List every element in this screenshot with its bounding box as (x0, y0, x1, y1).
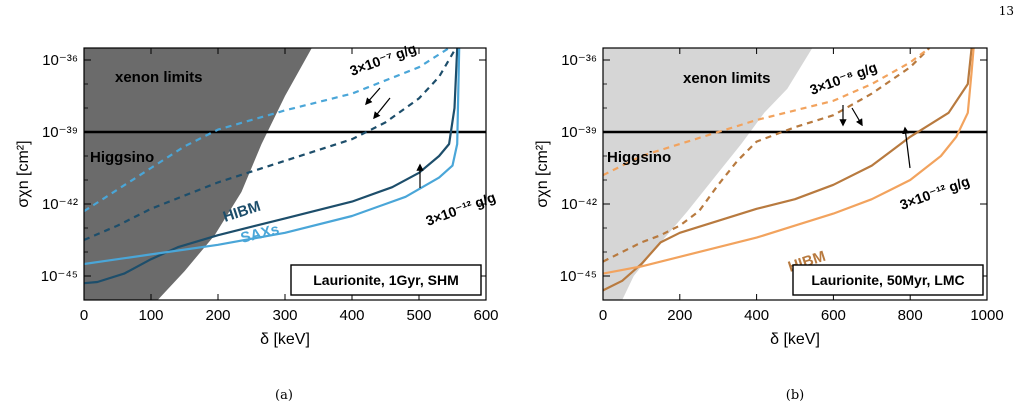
concentration-annotation-top: 3×10⁻⁸ g/g (808, 59, 880, 98)
series-line-3 (84, 48, 450, 213)
x-tick-label: 400 (339, 307, 364, 324)
chart-panel-b: 0 200 400 600 800 1000 10⁻⁴⁵ 10⁻⁴² 10⁻³⁹ 10⁻³⁶ δ [… (534, 47, 1004, 348)
x-tick-label: 600 (473, 307, 498, 324)
annotation-arrow-top-1 (365, 87, 381, 106)
series-line-0 (603, 48, 973, 292)
higgsino-label: Higgsino (607, 149, 671, 166)
x-axis-label: δ [keV] (770, 331, 820, 348)
x-tick-label: 100 (138, 307, 163, 324)
concentration-annotation-top: 3×10⁻⁷ g/g (348, 40, 419, 79)
x-tick-label: 200 (667, 307, 692, 324)
x-tick-label: 0 (80, 307, 88, 324)
y-tick-label: 10⁻³⁶ (42, 52, 78, 69)
x-tick-label: 0 (599, 307, 607, 324)
series-line-2 (84, 48, 457, 242)
info-box (290, 264, 482, 296)
page-number: 13 (998, 4, 1014, 18)
plot-area (84, 48, 486, 300)
x-tick-label: 400 (744, 307, 769, 324)
caption-a: (a) (275, 388, 293, 403)
info-box-label: Laurionite, 1Gyr, SHM (313, 272, 458, 288)
y-axis-label: σχn [cm²] (15, 140, 32, 207)
x-tick-label: 1000 (970, 307, 1003, 324)
saxs-label: SAXs (239, 221, 281, 247)
x-axis-label: δ [keV] (260, 331, 310, 348)
y-tick-label: 10⁻⁴² (561, 196, 597, 213)
annotation-arrow-top-2 (373, 97, 391, 120)
series-line-1 (603, 48, 975, 275)
higgsino-label: Higgsino (90, 149, 154, 166)
xenon-limits-label: xenon limits (683, 70, 771, 87)
info-box (792, 264, 984, 296)
y-tick-label: 10⁻⁴⁵ (560, 268, 597, 285)
annotation-arrow-bottom (902, 126, 911, 169)
x-tick-label: 600 (821, 307, 846, 324)
annotation-arrow-top-2 (851, 107, 863, 127)
xenon-limits-label: xenon limits (115, 69, 203, 86)
y-tick-label: 10⁻³⁹ (42, 124, 78, 141)
y-axis-label: σχn [cm²] (534, 140, 551, 207)
caption-b: (b) (785, 388, 805, 403)
x-tick-label: 200 (205, 307, 230, 324)
x-tick-label: 500 (406, 307, 431, 324)
concentration-annotation-bottom: 3×10⁻¹² g/g (898, 173, 972, 213)
y-tick-label: 10⁻⁴² (42, 196, 78, 213)
chart-panel-a: 0 100 200 300 400 500 600 10⁻⁴⁵ 10⁻⁴² 10⁻³⁹ 10⁻³⁶ δ… (15, 40, 499, 348)
info-box-label: Laurionite, 50Myr, LMC (811, 272, 964, 288)
y-tick-label: 10⁻³⁹ (561, 124, 597, 141)
series-line-0 (84, 48, 459, 285)
series-line-2 (603, 48, 931, 263)
y-tick-label: 10⁻⁴⁵ (41, 268, 78, 285)
plot-area (603, 48, 987, 300)
y-tick-label: 10⁻³⁶ (561, 52, 597, 69)
concentration-annotation-bottom: 3×10⁻¹² g/g (424, 189, 498, 229)
x-tick-label: 300 (272, 307, 297, 324)
x-tick-label: 800 (898, 307, 923, 324)
xenon-limits-region (84, 48, 312, 300)
plot-frame (602, 47, 988, 301)
series-line-1 (84, 48, 461, 266)
